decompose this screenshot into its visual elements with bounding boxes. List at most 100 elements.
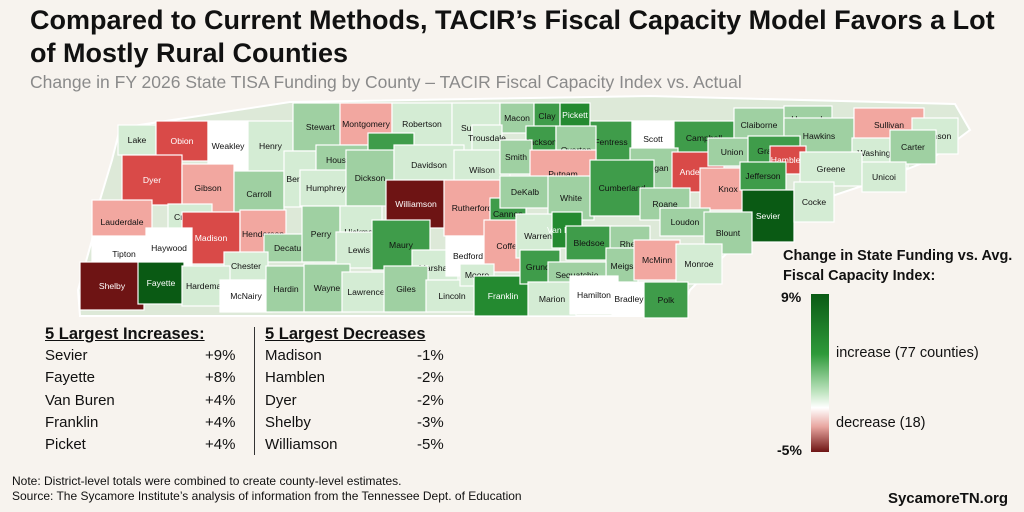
county-label: DeKalb xyxy=(511,187,539,197)
table-row: Madison -1% xyxy=(265,347,444,369)
county-shape xyxy=(233,170,285,218)
legend-title: Change in State Funding vs. Avg. Fiscal … xyxy=(783,248,1013,284)
legend-max-label: 9% xyxy=(781,289,802,305)
county-giles: Giles xyxy=(383,265,429,313)
county-label: Cumberland xyxy=(599,183,646,193)
county-label: Weakley xyxy=(212,141,246,151)
county-label: Bedford xyxy=(453,251,483,261)
county-label: Humphreys xyxy=(306,183,350,193)
county-label: Marion xyxy=(539,294,565,304)
county-marion: Marion xyxy=(527,281,577,317)
county-label: Lauderdale xyxy=(100,217,143,227)
county-label: Washington xyxy=(857,148,902,158)
county-label: Fayette xyxy=(147,278,176,288)
county-name: Dyer xyxy=(265,391,297,409)
chart-title: Compared to Current Methods, TACIR’s Fis… xyxy=(30,5,995,68)
county-label: Lewis xyxy=(348,245,370,255)
county-label: Dickson xyxy=(355,173,386,183)
county-label: Warren xyxy=(524,231,552,241)
county-label: Davidson xyxy=(411,160,447,170)
county-name: Madison xyxy=(265,347,322,364)
county-mcminn: McMinn xyxy=(633,239,681,281)
county-label: Perry xyxy=(311,229,332,239)
county-label: Wilson xyxy=(469,165,495,175)
table-divider xyxy=(254,327,255,455)
county-shape xyxy=(793,181,835,223)
county-label: Rutherford xyxy=(452,203,493,213)
county-value: +8% xyxy=(205,369,236,387)
county-label: Chester xyxy=(231,261,261,271)
county-unicoi: Unicoi xyxy=(861,161,907,193)
legend-increase-label: increase (77 counties) xyxy=(836,345,979,361)
increases-header: 5 Largest Increases: xyxy=(45,325,205,343)
table-row: Franklin +4% xyxy=(45,414,235,436)
county-label: Hardin xyxy=(273,284,299,294)
county-label: Robertson xyxy=(402,119,442,129)
county-shape xyxy=(117,124,157,156)
county-label: Hamilton xyxy=(577,290,611,300)
county-label: Lake xyxy=(128,135,147,145)
county-label: Marshall xyxy=(419,263,452,273)
county-label: Houston xyxy=(326,155,358,165)
table-row: Dyer -2% xyxy=(265,392,444,414)
table-row: Fayette +8% xyxy=(45,369,235,391)
county-value: +4% xyxy=(205,436,236,454)
county-shape xyxy=(611,281,647,317)
county-label: White xyxy=(560,193,582,203)
county-label: Hardeman xyxy=(186,281,226,291)
table-row: Williamson -5% xyxy=(265,436,444,458)
table-row: Shelby -3% xyxy=(265,414,444,436)
county-haywood: Haywood xyxy=(145,227,193,269)
county-shape xyxy=(383,265,429,313)
county-shape xyxy=(565,225,613,261)
county-value: -1% xyxy=(417,347,444,364)
county-value: -2% xyxy=(417,369,444,387)
county-shape xyxy=(471,124,503,152)
county-trousdale: Trousdale xyxy=(468,124,506,152)
county-name: Van Buren xyxy=(45,391,115,409)
county-label: Scott xyxy=(643,134,663,144)
county-chester: Chester xyxy=(223,251,269,281)
county-shape xyxy=(659,207,711,237)
county-label: Jefferson xyxy=(745,171,780,181)
source-text: Source: The Sycamore Institute’s analysi… xyxy=(12,489,522,503)
county-label: Sullivan xyxy=(874,120,904,130)
county-label: Unicoi xyxy=(872,172,896,182)
county-value: -5% xyxy=(417,436,444,454)
chart-subtitle: Change in FY 2026 State TISA Funding by … xyxy=(30,72,742,92)
legend-decrease-label: decrease (18) xyxy=(836,415,926,431)
county-label: Giles xyxy=(396,284,416,294)
largest-increases-table: 5 Largest Increases: Sevier +9% Fayette +8… xyxy=(45,325,235,458)
county-monroe: Monroe xyxy=(675,243,723,285)
county-greene: Greene xyxy=(799,151,863,187)
county-smith: Smith xyxy=(499,139,533,175)
county-polk: Polk xyxy=(643,281,689,319)
brand-logo-text: SycamoreTN.org xyxy=(887,490,1008,507)
county-value: -3% xyxy=(417,413,444,431)
county-label: Henry xyxy=(259,141,283,151)
county-dekalb: DeKalb xyxy=(499,175,551,209)
county-name: Shelby xyxy=(265,413,311,431)
county-label: Fentress xyxy=(594,137,627,147)
county-label: Clay xyxy=(538,111,556,121)
county-shape xyxy=(739,161,787,191)
county-label: Monroe xyxy=(684,259,713,269)
county-label: Franklin xyxy=(488,291,519,301)
largest-decreases-table: 5 Largest Decreases Madison -1% Hamblen -2… xyxy=(265,325,444,458)
county-fentress: Fentress xyxy=(589,120,633,164)
county-shape xyxy=(799,151,863,187)
county-label: Trousdale xyxy=(468,133,506,143)
county-shape xyxy=(341,271,391,313)
county-shape xyxy=(559,102,591,128)
county-label: Union xyxy=(721,147,744,157)
county-label: Coffee xyxy=(496,241,521,251)
county-label: Campbell xyxy=(686,133,722,143)
county-label: Lincoln xyxy=(438,291,465,301)
table-row: Hamblen -2% xyxy=(265,369,444,391)
county-label: Grundy xyxy=(526,262,555,272)
county-label: Anderson xyxy=(680,167,717,177)
county-label: Hawkins xyxy=(803,131,835,141)
county-value: +4% xyxy=(205,413,236,431)
county-label: Lawrence xyxy=(347,287,384,297)
